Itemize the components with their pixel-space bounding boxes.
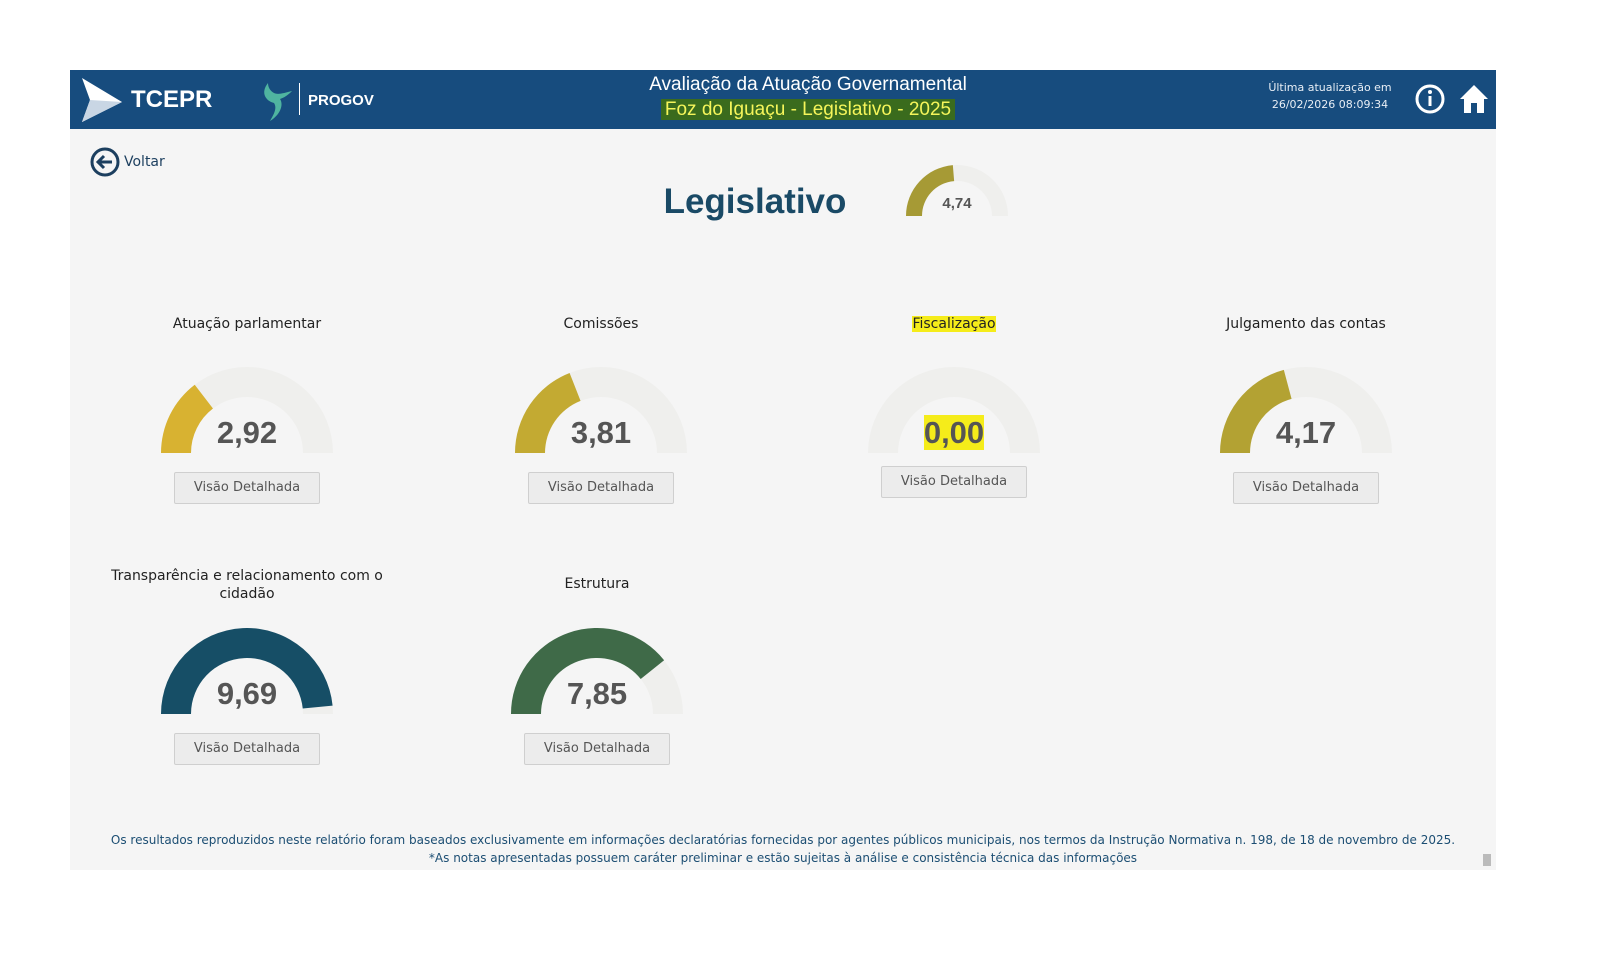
back-button[interactable]: Voltar	[90, 147, 165, 177]
gauge-title: Estrutura	[564, 576, 630, 592]
page-title: Legislativo	[663, 182, 847, 221]
gauge-value: 2,92	[216, 415, 278, 450]
arrow-left-circle-icon	[90, 147, 120, 177]
overall-gauge-value: 4,74	[942, 195, 972, 212]
score-gauge: 7,85	[511, 628, 683, 714]
home-icon[interactable]	[1458, 83, 1490, 115]
detailed-view-button[interactable]: Visão Detalhada	[174, 733, 320, 765]
gauge-title: Atuação parlamentar	[172, 316, 322, 332]
score-gauge: 0,00	[868, 367, 1040, 453]
gauge-title-wrap: Transparência e relacionamento com o cid…	[87, 567, 407, 603]
gauge-fill	[1220, 369, 1292, 453]
gauge-track	[868, 367, 1040, 453]
detailed-view-button[interactable]: Visão Detalhada	[1233, 472, 1379, 504]
detailed-view-button[interactable]: Visão Detalhada	[174, 472, 320, 504]
progov-bird-icon	[264, 83, 292, 121]
logo-divider	[299, 83, 300, 115]
gauge-title-wrap: Estrutura	[437, 575, 757, 593]
gauge-title-wrap: Atuação parlamentar	[87, 315, 407, 333]
detailed-view-button[interactable]: Visão Detalhada	[524, 733, 670, 765]
scrollbar-thumb[interactable]	[1483, 854, 1491, 866]
back-label: Voltar	[124, 154, 165, 170]
score-gauge: 4,17	[1220, 367, 1392, 453]
gauge-value: 4,17	[1275, 415, 1337, 450]
gauge-value: 7,85	[566, 676, 628, 711]
tcepr-logo: TCEPR	[131, 86, 213, 113]
gauge-fill	[511, 628, 665, 714]
score-gauge: 9,69	[161, 628, 333, 714]
tcepr-logo-icon	[82, 78, 122, 122]
gauge-title-wrap: Comissões	[441, 315, 761, 333]
detailed-view-button[interactable]: Visão Detalhada	[528, 472, 674, 504]
header-subtitle: Foz do Iguaçu - Legislativo - 2025	[660, 99, 956, 120]
overall-gauge-fill	[906, 165, 955, 216]
gauge-value: 9,69	[216, 676, 278, 711]
gauge-title-wrap: Julgamento das contas	[1146, 315, 1466, 333]
gauge-value: 3,81	[570, 415, 632, 450]
progov-logo: PROGOV	[308, 92, 374, 109]
score-gauge: 3,81	[515, 367, 687, 453]
overall-gauge: 4,74	[906, 165, 1008, 216]
footer-disclaimer: Os resultados reproduzidos neste relatór…	[110, 833, 1456, 847]
header-title: Avaliação da Atuação Governamental	[649, 74, 967, 95]
update-label: Última atualização em	[1268, 81, 1392, 94]
gauge-title: Julgamento das contas	[1226, 316, 1386, 332]
dashboard: TCEPR PROGOV Avaliação da Atuação Govern…	[70, 70, 1496, 870]
detailed-view-button[interactable]: Visão Detalhada	[881, 466, 1027, 498]
gauge-title: Comissões	[563, 316, 639, 332]
gauge-fill	[515, 372, 581, 453]
gauge-title: Fiscalização	[912, 316, 996, 332]
gauge-fill	[161, 628, 333, 714]
gauge-title-wrap: Fiscalização	[794, 315, 1114, 333]
update-value: 26/02/2026 08:09:34	[1271, 98, 1389, 111]
score-gauge: 2,92	[161, 367, 333, 453]
gauge-fill	[161, 384, 213, 453]
footer-note: *As notas apresentadas possuem caráter p…	[428, 851, 1138, 865]
gauge-track	[161, 367, 333, 453]
header-bar: TCEPR PROGOV Avaliação da Atuação Govern…	[70, 70, 1496, 129]
info-icon[interactable]	[1414, 83, 1446, 115]
gauge-value: 0,00	[923, 415, 985, 450]
gauge-title: Transparência e relacionamento com o cid…	[111, 568, 383, 602]
